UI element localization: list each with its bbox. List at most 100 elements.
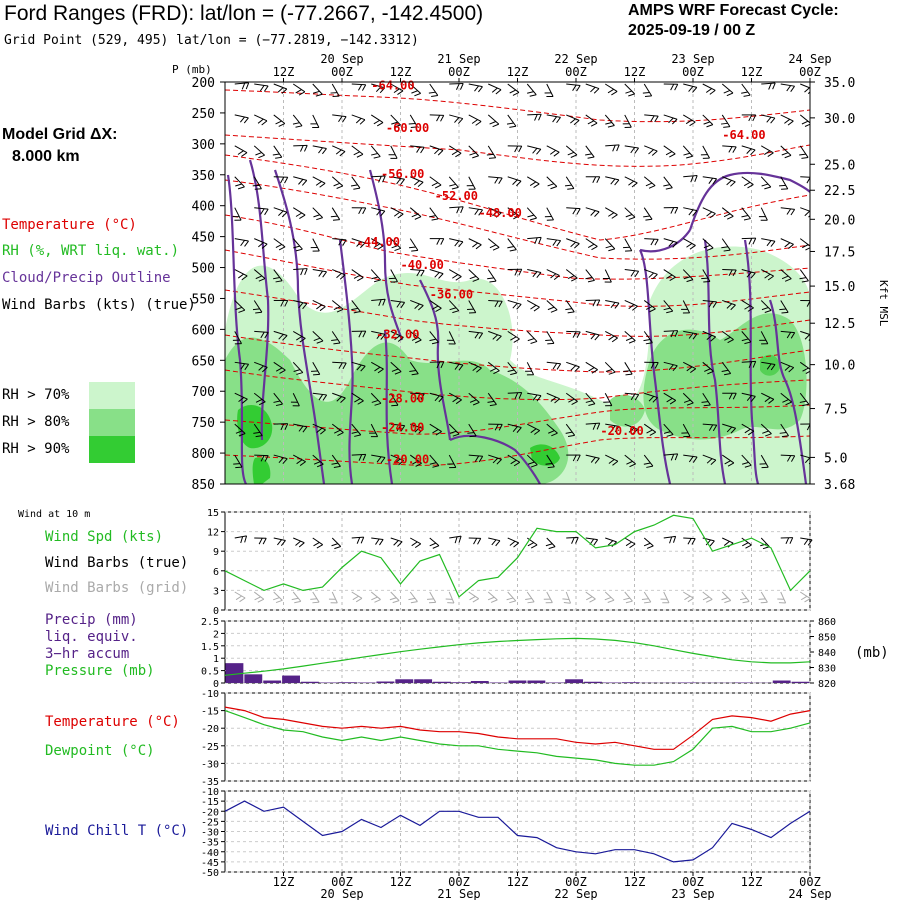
wind-barb [526, 454, 538, 468]
wind-barb [448, 145, 462, 158]
pressure-legend: Pressure (mb) [45, 663, 155, 679]
wind-barb [741, 237, 757, 245]
wind-barb [390, 454, 404, 466]
wind-barb [780, 83, 795, 92]
wind-barb [565, 269, 578, 282]
wind-barb [644, 145, 658, 156]
wind-barb [370, 145, 381, 159]
wind-barbs-grid-legend: Wind Barbs (grid) [45, 580, 189, 596]
wind-barb [526, 83, 537, 97]
wind-barb-grid [506, 591, 517, 604]
axis-tick-label: 830 [818, 664, 836, 675]
precip-bar [584, 681, 602, 683]
wind-barb [273, 114, 286, 127]
temperature-contour [225, 89, 810, 123]
wind-barb [663, 330, 679, 338]
wind-barb [722, 299, 736, 311]
wind-barb [722, 423, 737, 434]
wind-barb [605, 423, 620, 433]
wind-barb [741, 423, 755, 436]
time-hour-label: 12Z [741, 875, 763, 889]
wind-barb-true [449, 535, 462, 544]
wind-barb-true [741, 537, 752, 549]
wind-barb [604, 361, 616, 375]
axis-tick-label: 850 [818, 633, 836, 644]
wind-barb-grid [682, 591, 694, 603]
height-tick-label: 22.5 [824, 184, 855, 199]
wind-speed-axis: 0 3 6 9 12 15 [207, 508, 225, 617]
pressure-tick-label: 500 [192, 262, 215, 277]
precip-bar [282, 675, 300, 683]
wind-barb [409, 454, 422, 467]
axis-tick-label: -30 [201, 759, 219, 770]
wind-barb [273, 207, 288, 218]
wind-barb [449, 206, 464, 214]
wind-barb [780, 207, 796, 216]
wind-barb [761, 82, 776, 90]
wind-barb [624, 454, 636, 468]
wind-barb [605, 207, 618, 219]
wind-barb [234, 82, 250, 90]
wind-barb [253, 269, 266, 282]
height-axis: 35.0 30.0 25.0 22.5 20.0 17.5 15.0 12.5 10.0 7.5 5… [810, 76, 855, 493]
axis-tick-label: 2 [213, 629, 219, 640]
wind-barb [682, 269, 694, 283]
wind-speed-line [224, 514, 811, 598]
wind-barb [468, 238, 482, 250]
wind-barb-grid [777, 591, 787, 604]
wind-barb [468, 83, 483, 93]
wind-barb-true [429, 537, 440, 549]
wind-barb [544, 83, 554, 98]
height-tick-label: 25.0 [824, 158, 855, 173]
wind-barb [741, 300, 754, 312]
precip-bar [338, 682, 357, 683]
wind-barb [759, 331, 769, 345]
wind-barb [663, 114, 678, 125]
wind-barb [741, 331, 752, 345]
wind-barb [741, 176, 754, 189]
temperature-contour-label: -44.00 [357, 235, 400, 249]
wind-barb [331, 454, 341, 468]
wind-barb [252, 486, 267, 496]
wind-barb [308, 486, 321, 501]
wind-barb-true [410, 537, 422, 549]
wind-barb [565, 300, 575, 314]
wind-barb [468, 145, 480, 159]
wind-barb [351, 114, 366, 125]
wind-barb [390, 423, 406, 432]
wind-barb [468, 454, 484, 463]
time-date-label: 24 Sep [788, 887, 831, 900]
wind-barb [254, 361, 268, 373]
wind-barb [605, 330, 618, 343]
rh-swatch-90 [89, 436, 135, 463]
wind-barb [292, 114, 303, 128]
temperature-contour-label: -56.00 [381, 167, 424, 181]
precip-liq-legend: liq. equiv. [45, 629, 138, 645]
wind-barb [273, 454, 288, 465]
wind-barb [429, 269, 444, 279]
wind-barb [351, 145, 364, 158]
axis-tick-label: 3 [213, 586, 219, 597]
wind-barb [449, 361, 464, 371]
wind-barb [448, 176, 459, 190]
wind-barb [643, 423, 657, 436]
wind-barb [761, 486, 776, 494]
wind-barb [544, 207, 554, 221]
wind-barb-grid [328, 591, 338, 604]
wind-barb [683, 238, 696, 250]
height-tick-label: 30.0 [824, 112, 855, 127]
wind-barb [310, 238, 320, 252]
wind-barb [585, 392, 596, 406]
precip-bar [772, 680, 791, 683]
wind-barb-true [488, 537, 501, 547]
wind-barb [390, 176, 405, 185]
wind-barb [390, 361, 402, 375]
wind-barb [761, 392, 775, 404]
wind-barb [271, 486, 286, 499]
wind-barb [624, 269, 640, 278]
time-hour-label: 00Z [448, 65, 470, 79]
wind-barb [351, 392, 364, 405]
wind-barb [681, 486, 696, 497]
